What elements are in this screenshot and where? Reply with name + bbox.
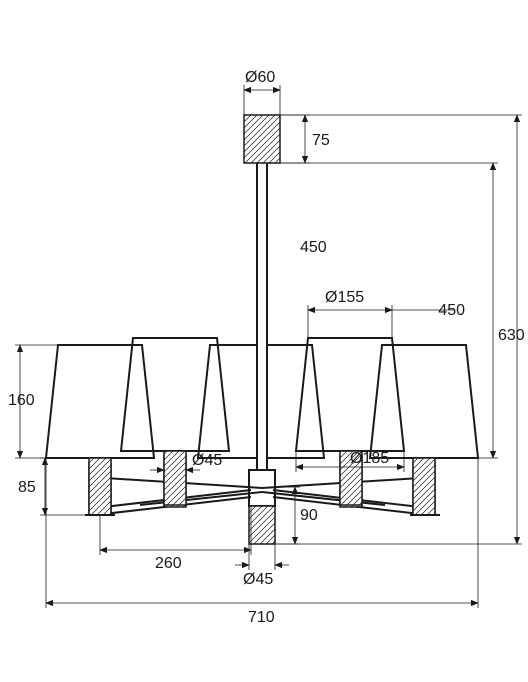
dim-total-h: 630 — [498, 327, 525, 344]
dim-arm-drop: 85 — [18, 479, 36, 496]
dim-shade-bot: Ø185 — [350, 450, 389, 467]
dim-ceiling-cup-h: 75 — [312, 132, 330, 149]
dim-total-w: 710 — [248, 609, 275, 626]
dim-ceiling-cup-dia: Ø60 — [245, 69, 275, 86]
dim-socket: Ø45 — [192, 452, 222, 469]
dim-nut-h: 90 — [300, 507, 318, 524]
dim-arm-r: 260 — [155, 555, 182, 572]
ceiling-cup — [244, 115, 280, 163]
dim-shade-h: 160 — [8, 392, 35, 409]
dim-shade-top: Ø155 — [325, 289, 364, 306]
shades — [46, 338, 478, 470]
dim-nut-dia: Ø45 — [243, 571, 273, 588]
center-nut — [249, 506, 275, 544]
drawing-body: Ø60 75 Ø155 450 630 450 160 — [8, 69, 525, 626]
chandelier-dimension-drawing: Ø60 75 Ø155 450 630 450 160 — [0, 0, 528, 682]
svg-text:450: 450 — [438, 302, 465, 319]
dim-rod: 450 — [300, 239, 327, 256]
